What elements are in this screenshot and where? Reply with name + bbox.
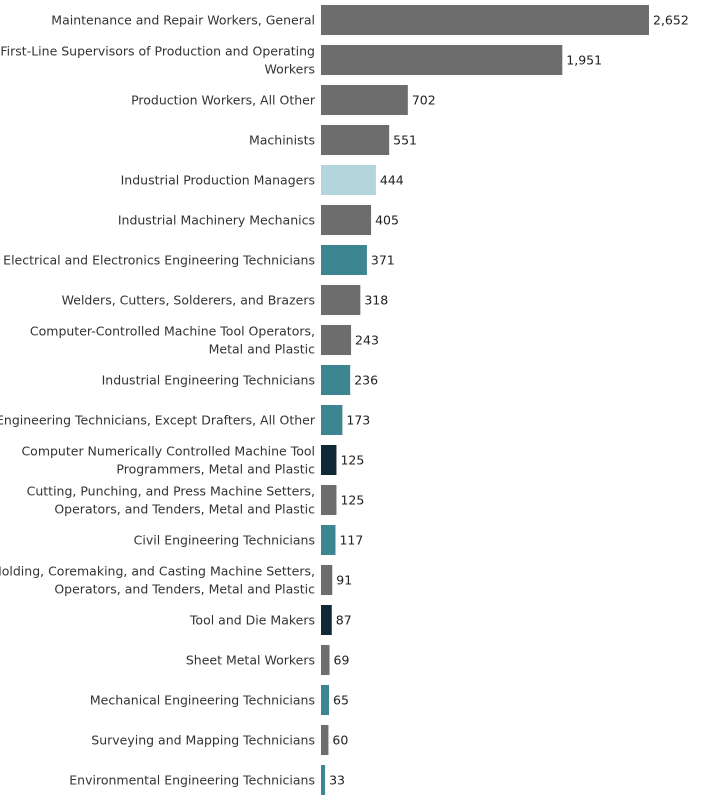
bar bbox=[321, 205, 372, 235]
category-label: Computer Numerically Controlled Machine … bbox=[21, 444, 315, 459]
value-label: 69 bbox=[334, 653, 350, 668]
category-label: Welders, Cutters, Solderers, and Brazers bbox=[62, 293, 315, 308]
bar bbox=[321, 525, 336, 555]
category-label: Workers bbox=[264, 62, 315, 77]
category-label: Cutting, Punching, and Press Machine Set… bbox=[27, 484, 315, 499]
bar bbox=[321, 85, 408, 115]
value-label: 33 bbox=[329, 773, 345, 788]
value-label: 2,652 bbox=[653, 13, 689, 28]
category-label: First-Line Supervisors of Production and… bbox=[0, 44, 315, 59]
bar bbox=[321, 445, 337, 475]
category-label: Operators, and Tenders, Metal and Plasti… bbox=[54, 502, 315, 517]
bar bbox=[321, 325, 352, 355]
value-label-group: 2,652 1,951 702 551 444 405 371 318 243 236 173 125… bbox=[329, 13, 689, 788]
category-label: Sheet Metal Workers bbox=[186, 653, 315, 668]
category-label: Tool and Die Makers bbox=[189, 613, 315, 628]
value-label: 444 bbox=[380, 173, 404, 188]
value-label: 371 bbox=[371, 253, 395, 268]
category-label: Programmers, Metal and Plastic bbox=[116, 462, 315, 477]
value-label: 65 bbox=[333, 693, 349, 708]
category-label: Environmental Engineering Technicians bbox=[69, 773, 315, 788]
value-label: 1,951 bbox=[566, 53, 602, 68]
bar bbox=[321, 645, 330, 675]
bar bbox=[321, 565, 333, 595]
value-label: 243 bbox=[355, 333, 379, 348]
bar bbox=[321, 485, 337, 515]
value-label: 117 bbox=[339, 533, 363, 548]
value-label: 702 bbox=[412, 93, 436, 108]
category-label: Production Workers, All Other bbox=[131, 93, 316, 108]
category-label: Metal and Plastic bbox=[209, 342, 316, 357]
bar bbox=[321, 765, 326, 795]
category-label: Industrial Machinery Mechanics bbox=[118, 213, 315, 228]
category-label: Industrial Engineering Technicians bbox=[102, 373, 315, 388]
category-label: Computer-Controlled Machine Tool Operato… bbox=[30, 324, 315, 339]
bar bbox=[321, 605, 332, 635]
bar bbox=[321, 405, 343, 435]
bar bbox=[321, 5, 649, 35]
bar bbox=[321, 245, 367, 275]
bar bbox=[321, 685, 330, 715]
category-label: Machinists bbox=[249, 133, 315, 148]
category-label: Maintenance and Repair Workers, General bbox=[51, 13, 315, 28]
value-label: 125 bbox=[340, 453, 364, 468]
bar bbox=[321, 725, 329, 755]
category-label: Operators, and Tenders, Metal and Plasti… bbox=[54, 582, 315, 597]
category-label: Mechanical Engineering Technicians bbox=[90, 693, 315, 708]
value-label: 405 bbox=[375, 213, 399, 228]
value-label: 551 bbox=[393, 133, 417, 148]
value-label: 125 bbox=[340, 493, 364, 508]
category-label: Civil Engineering Technicians bbox=[134, 533, 315, 548]
category-label: Electrical and Electronics Engineering T… bbox=[3, 253, 315, 268]
bar bbox=[321, 365, 351, 395]
bar-group bbox=[321, 5, 649, 795]
category-label: Molding, Coremaking, and Casting Machine… bbox=[0, 564, 315, 579]
category-label: Engineering Technicians, Except Drafters… bbox=[0, 413, 316, 428]
category-label-group: Maintenance and Repair Workers, General F… bbox=[0, 13, 316, 788]
value-label: 91 bbox=[336, 573, 352, 588]
bar bbox=[321, 45, 563, 75]
category-label: Surveying and Mapping Technicians bbox=[91, 733, 315, 748]
bar bbox=[321, 285, 361, 315]
category-label: Industrial Production Managers bbox=[121, 173, 315, 188]
bar bbox=[321, 125, 390, 155]
value-label: 236 bbox=[354, 373, 378, 388]
value-label: 318 bbox=[364, 293, 388, 308]
value-label: 173 bbox=[346, 413, 370, 428]
value-label: 60 bbox=[332, 733, 348, 748]
value-label: 87 bbox=[336, 613, 352, 628]
bar bbox=[321, 165, 376, 195]
